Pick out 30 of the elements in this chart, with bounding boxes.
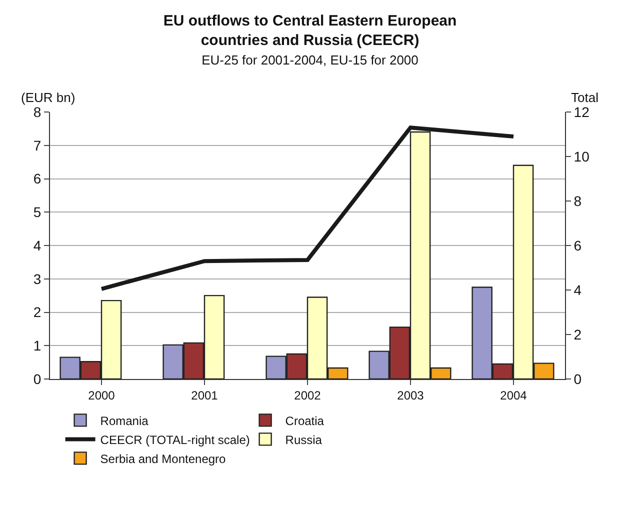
legend-label: Serbia and Montenegro bbox=[100, 452, 226, 466]
legend-label: Russia bbox=[285, 432, 322, 447]
legend-label: Croatia bbox=[285, 414, 324, 428]
y-tick-label: 1 bbox=[33, 338, 42, 354]
y-tick-label: 5 bbox=[33, 204, 42, 220]
y-tick-label: 8 bbox=[33, 104, 42, 120]
x-tick-label: 2003 bbox=[397, 388, 424, 402]
y2-tick-label: 12 bbox=[574, 104, 590, 120]
x-tick-label: 2004 bbox=[500, 388, 528, 402]
x-tick-label: 2000 bbox=[88, 388, 116, 402]
chart-title: EU outflows to Central Eastern European countries and Russia (CEECR) bbox=[163, 12, 457, 49]
y-tick-label: 3 bbox=[33, 270, 42, 287]
y-tick-label: 7 bbox=[33, 137, 42, 154]
y2-tick-label: 10 bbox=[574, 148, 590, 164]
chart-subtitle: EU-25 for 2001-2004, EU-15 for 2000 bbox=[202, 52, 418, 68]
y2-axis-title: Total bbox=[571, 90, 599, 105]
y2-tick-label: 6 bbox=[574, 237, 582, 254]
y-tick-label: 0 bbox=[33, 370, 42, 387]
y-tick-label: 4 bbox=[33, 237, 42, 254]
legend-label: Romania bbox=[100, 414, 149, 428]
y-tick-label: 2 bbox=[33, 304, 42, 320]
y2-tick-label: 0 bbox=[574, 370, 582, 387]
y2-tick-label: 2 bbox=[574, 326, 582, 342]
y2-tick-label: 4 bbox=[574, 282, 582, 298]
y2-tick-label: 8 bbox=[574, 192, 582, 209]
y-axis-title: (EUR bn) bbox=[21, 90, 76, 105]
y-tick-label: 6 bbox=[33, 170, 42, 187]
legend-label: CEECR (TOTAL-right scale) bbox=[100, 432, 250, 447]
x-tick-label: 2002 bbox=[294, 388, 322, 402]
x-tick-label: 2001 bbox=[191, 388, 218, 402]
